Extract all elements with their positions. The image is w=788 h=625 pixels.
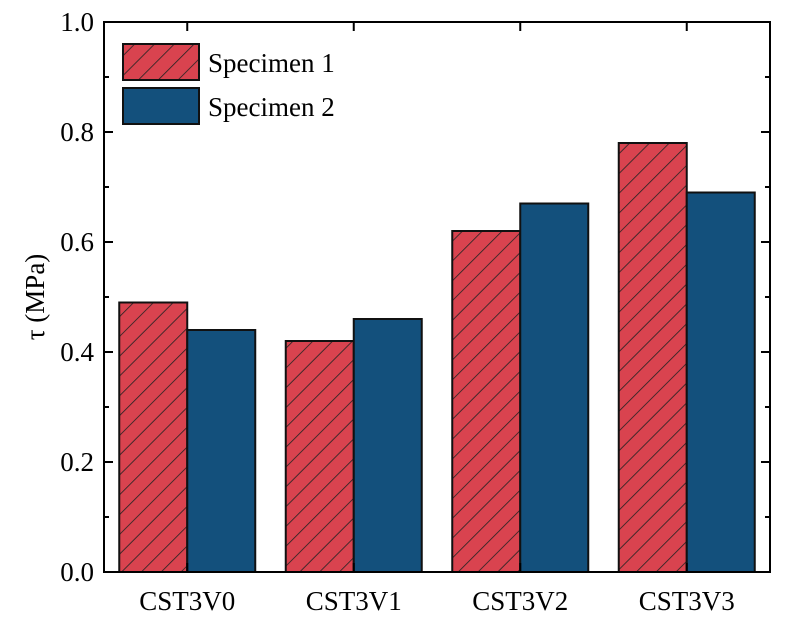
x-tick-label: CST3V2	[472, 586, 568, 616]
x-tick-label: CST3V1	[306, 586, 402, 616]
bar-specimen-2-cst3v0	[186, 329, 257, 573]
x-tick-label: CST3V3	[639, 586, 735, 616]
legend-label-2: Specimen 2	[208, 92, 335, 122]
y-tick-label: 0.6	[60, 227, 94, 257]
y-axis-label: τ (MPa)	[20, 254, 50, 341]
bar-specimen-2-cst3v3	[685, 191, 756, 573]
y-axis: 0.0 0.2 0.4 0.6 0.8 1.0	[60, 7, 770, 587]
bar-specimen-1-cst3v3	[617, 142, 688, 573]
y-tick-label: 0.8	[60, 117, 94, 147]
bars-layer	[118, 142, 756, 573]
y-tick-label: 0.4	[60, 337, 94, 367]
legend: Specimen 1 Specimen 2	[122, 43, 335, 125]
bar-specimen-2-cst3v1	[352, 318, 423, 573]
legend-swatch-2	[122, 87, 200, 125]
legend-swatch-1	[122, 43, 200, 81]
bar-specimen-1-cst3v1	[284, 340, 355, 573]
y-tick-label: 1.0	[60, 7, 94, 37]
bar-specimen-1-cst3v0	[118, 301, 189, 573]
bar-specimen-2-cst3v2	[519, 202, 590, 573]
x-tick-label: CST3V0	[139, 586, 235, 616]
legend-label-1: Specimen 1	[208, 48, 335, 78]
x-axis: CST3V0 CST3V1 CST3V2 CST3V3	[139, 22, 735, 616]
y-tick-label: 0.0	[60, 557, 94, 587]
bar-specimen-1-cst3v2	[451, 230, 522, 573]
y-tick-label: 0.2	[60, 447, 94, 477]
